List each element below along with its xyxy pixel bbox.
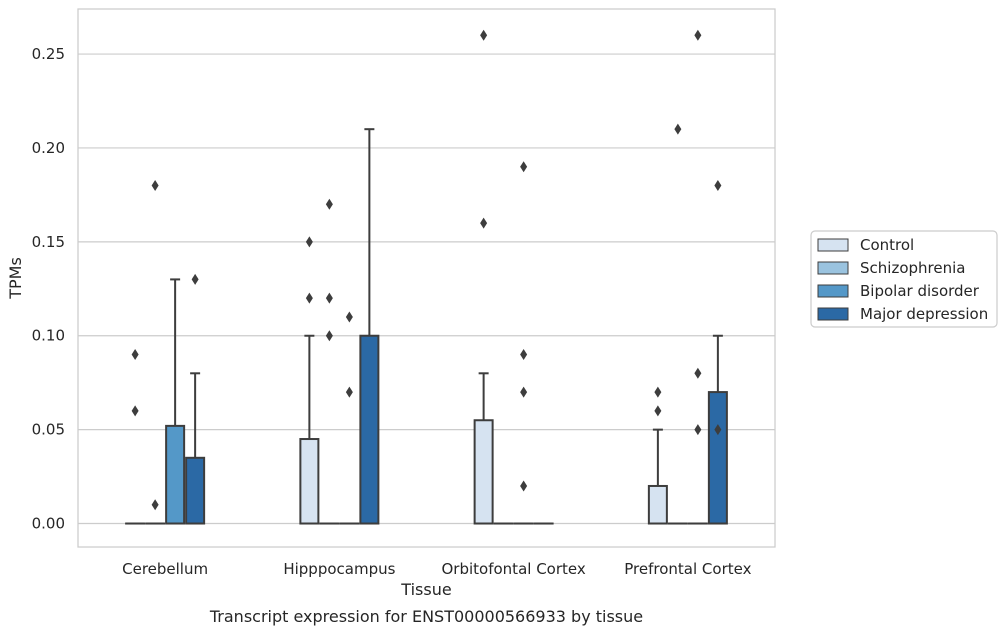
x-tick-label: Cerebellum (122, 560, 208, 578)
box-body (647, 484, 668, 525)
box-body (359, 334, 380, 525)
legend-swatch (817, 284, 849, 298)
outlier-point (131, 405, 139, 417)
x-axis-label: Tissue (400, 580, 451, 599)
box-control (647, 386, 668, 525)
outlier-point (654, 386, 662, 398)
y-tick-label: 0.25 (32, 45, 65, 63)
x-tick-label: Prefrontal Cortex (624, 560, 751, 578)
outlier-point (305, 292, 313, 304)
outlier-point (714, 424, 722, 436)
outlier-point (151, 180, 159, 192)
outlier-point (325, 330, 333, 342)
box-bipolar-disorder (687, 29, 708, 525)
outlier-point (714, 180, 722, 192)
box-schizophrenia (145, 180, 166, 525)
y-tick-label: 0.05 (32, 421, 65, 439)
outlier-point (191, 273, 199, 285)
outlier-point (131, 349, 139, 361)
outlier-point (325, 198, 333, 210)
outlier-point (345, 311, 353, 323)
y-axis-label: TPMs (6, 257, 25, 300)
box-body (473, 419, 494, 525)
legend-frame (810, 230, 998, 328)
box-bipolar-disorder (165, 278, 186, 525)
y-tick-label: 0.10 (32, 327, 65, 345)
outlier-point (694, 367, 702, 379)
outlier-point (520, 480, 528, 492)
legend-label: Bipolar disorder (860, 282, 980, 300)
outlier-point (694, 424, 702, 436)
x-axis-ticks: Cerebellum Hipppocampus Orbitofontal Corte… (122, 560, 751, 578)
legend-label: Schizophrenia (860, 259, 965, 277)
outlier-point (480, 217, 488, 229)
box-body (707, 391, 728, 525)
box-control (125, 349, 146, 525)
outlier-point (520, 386, 528, 398)
box-schizophrenia (319, 198, 340, 525)
legend-swatch (817, 238, 849, 252)
box-body (299, 438, 320, 525)
outlier-point (151, 499, 159, 511)
x-tick-label: Hipppocampus (283, 560, 395, 578)
y-tick-label: 0.15 (32, 233, 65, 251)
outlier-point (325, 292, 333, 304)
outlier-point (654, 405, 662, 417)
outlier-point (305, 236, 313, 248)
box-schizophrenia (667, 123, 688, 525)
outlier-point (520, 349, 528, 361)
legend-label: Major depression (860, 305, 988, 323)
box-major-depression (185, 273, 206, 525)
x-tick-label: Orbitofontal Cortex (442, 560, 586, 578)
legend-label: Control (860, 236, 914, 254)
box-control (473, 29, 494, 525)
y-tick-label: 0.00 (32, 515, 65, 533)
legend: Control Schizophrenia Bipolar disorder Majo… (810, 230, 998, 328)
box-body (185, 456, 206, 525)
y-tick-label: 0.20 (32, 139, 65, 157)
box-bipolar-disorder (513, 161, 534, 525)
outlier-point (345, 386, 353, 398)
box-major-depression (359, 128, 380, 525)
outlier-point (674, 123, 682, 135)
box-major-depression (707, 180, 728, 525)
chart-caption: Transcript expression for ENST0000056693… (209, 607, 643, 626)
box-body (165, 424, 186, 525)
outlier-point (694, 29, 702, 41)
legend-swatch (817, 307, 849, 321)
outlier-point (520, 161, 528, 173)
box-bipolar-disorder (339, 311, 360, 525)
outlier-point (480, 29, 488, 41)
plot-frame (77, 8, 776, 548)
box-layer (125, 29, 728, 525)
legend-swatch (817, 261, 849, 275)
y-axis-ticks: 0.00 0.05 0.10 0.15 0.20 0.25 (32, 45, 65, 532)
box-control (299, 236, 320, 525)
